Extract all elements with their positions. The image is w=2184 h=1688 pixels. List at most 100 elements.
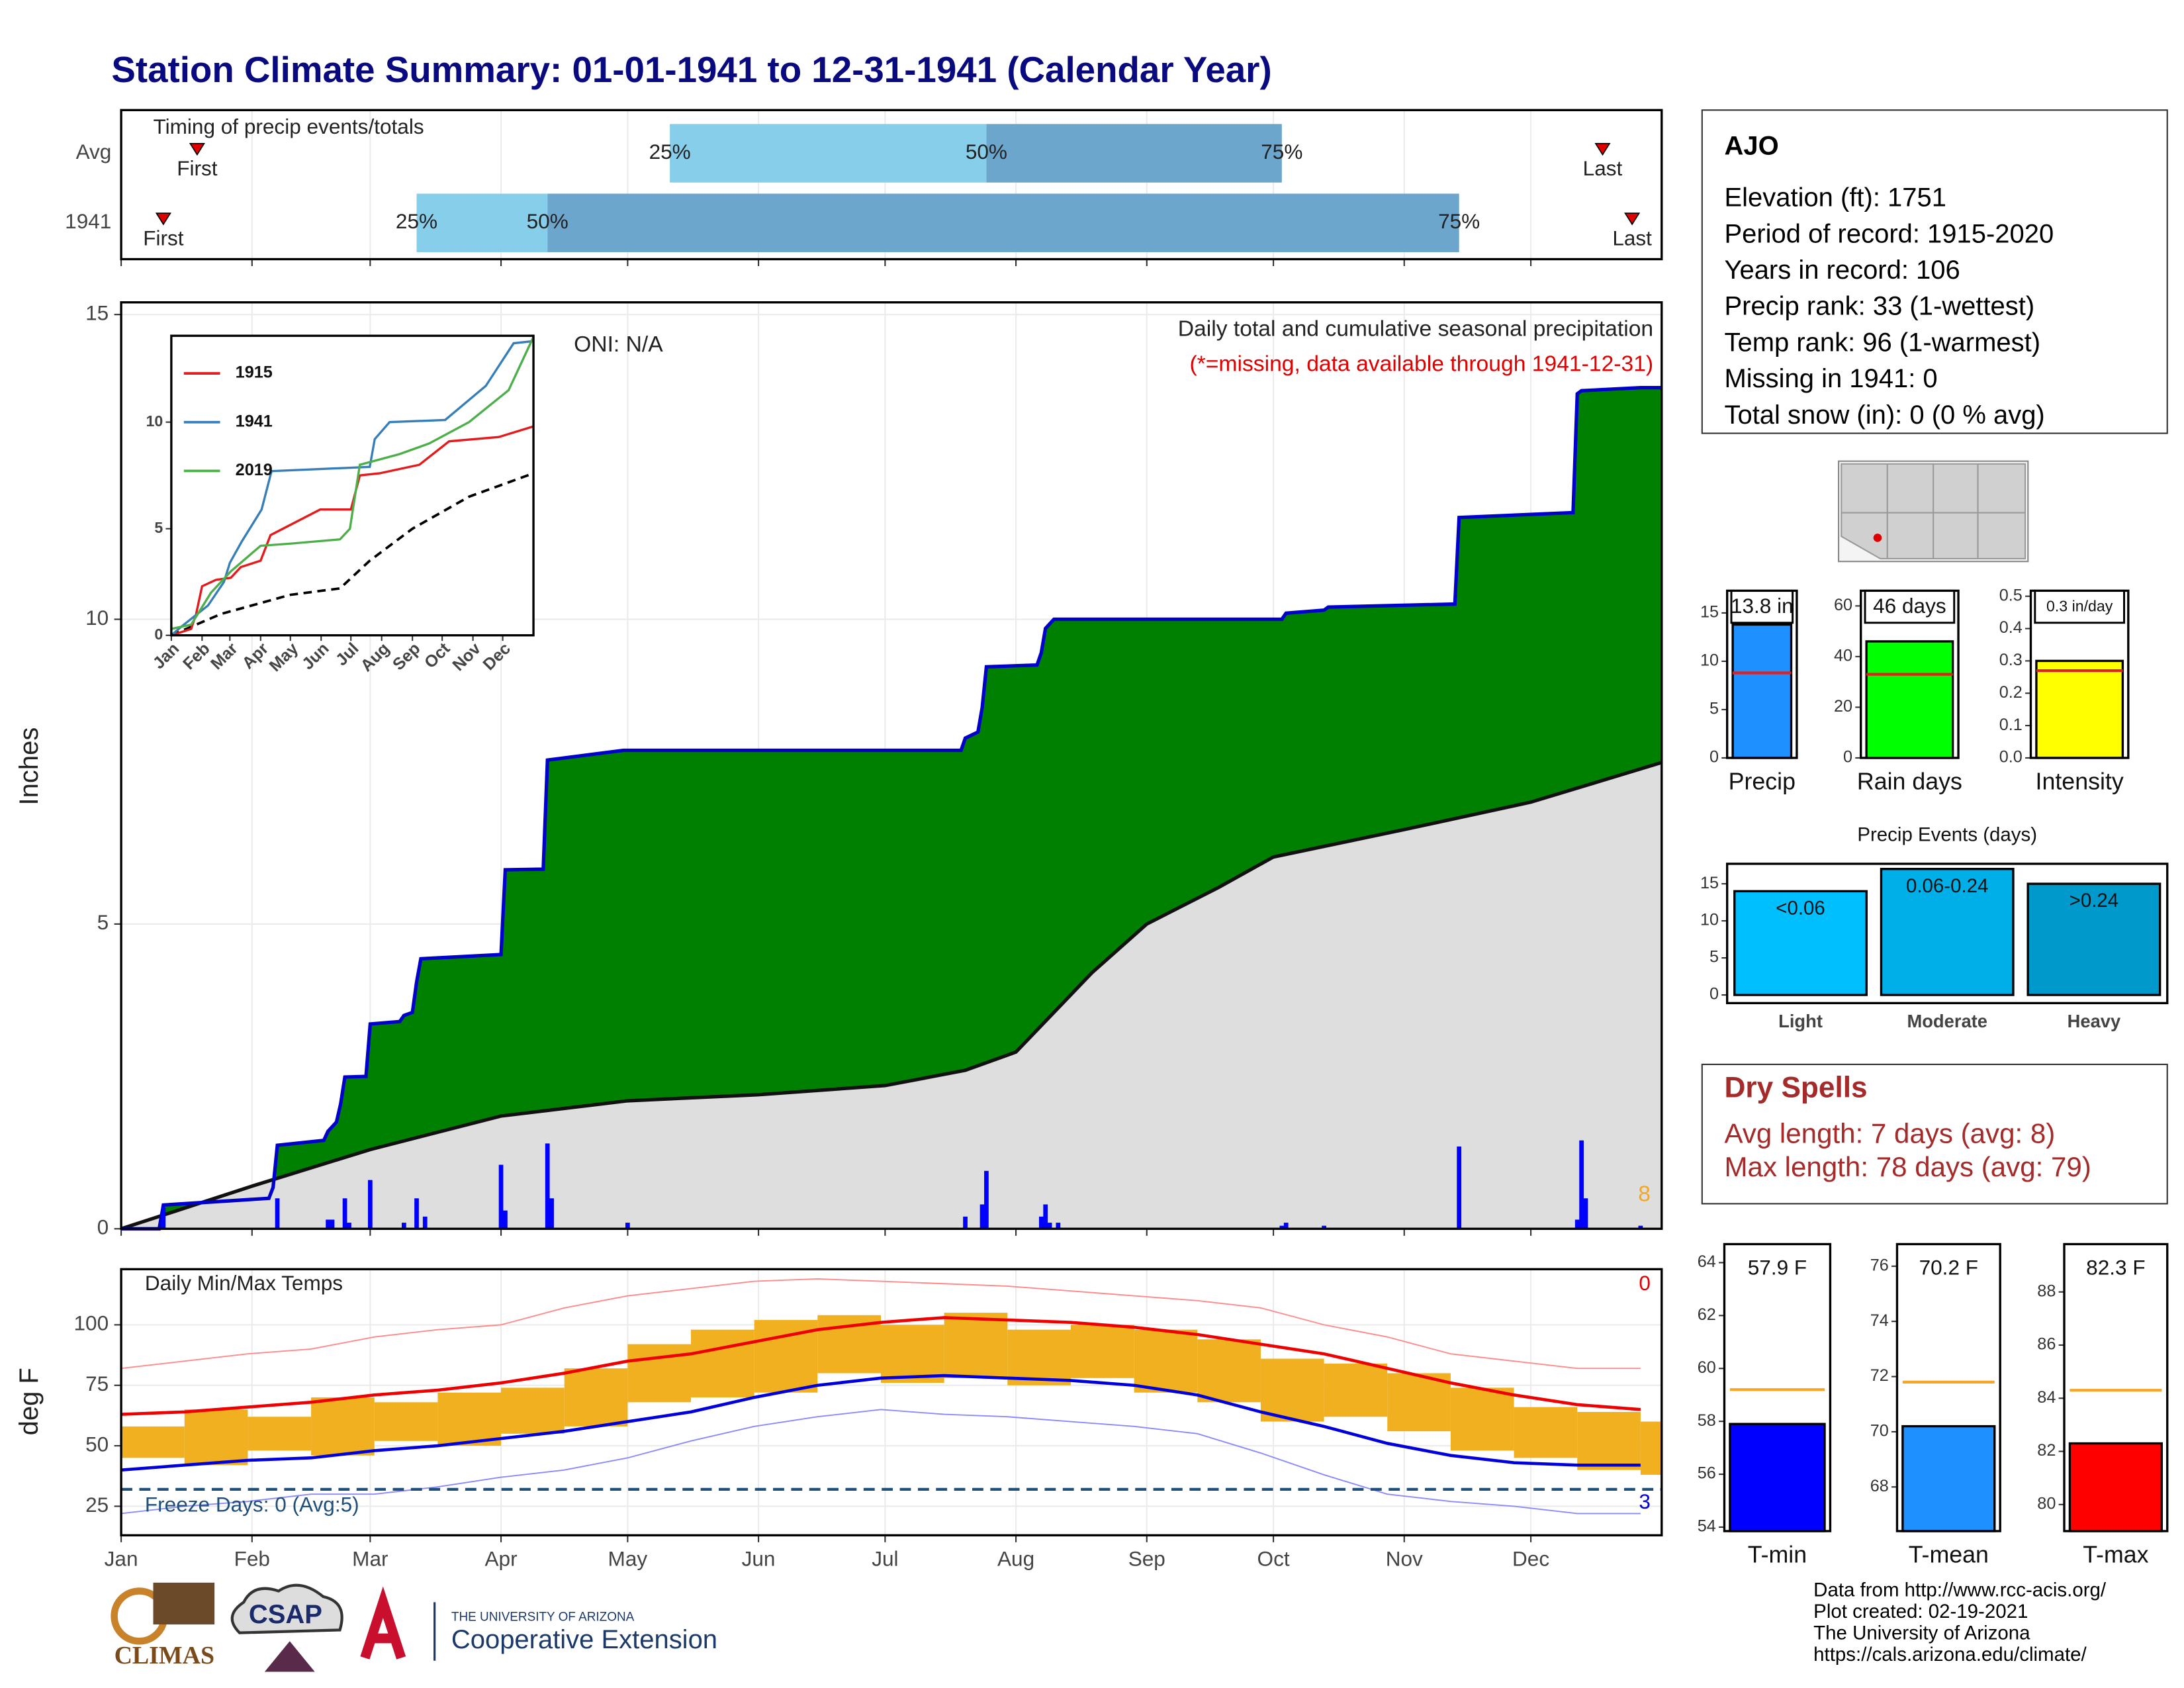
temp-range-bar: [691, 1329, 754, 1398]
x-tick-label: Dec: [1512, 1547, 1549, 1571]
logo-text: CLIMAS: [114, 1642, 215, 1669]
freeze-label: Freeze Days: 0 (Avg:5): [145, 1492, 359, 1516]
temp-range-bar: [1197, 1339, 1261, 1403]
inset-bg: [171, 336, 534, 635]
daily-bar: [1322, 1225, 1326, 1229]
quantile-label: 50%: [966, 140, 1007, 164]
y-tick-label: 15: [1700, 603, 1719, 622]
y-tick-label: 0.0: [1999, 748, 2023, 767]
quantile-label: 50%: [527, 209, 569, 233]
y-tick-label: 60: [1698, 1358, 1716, 1377]
footer-line: Plot created: 02-19-2021: [1813, 1601, 2028, 1622]
daily-bar: [498, 1164, 504, 1229]
record-max-line: [120, 1278, 1641, 1370]
event-marker: [1624, 212, 1641, 226]
x-tick-label: Jun: [742, 1547, 776, 1571]
corner-note: 3: [1639, 1489, 1651, 1513]
bar: [1733, 890, 1868, 996]
station-info: Years in record: 106: [1724, 256, 1960, 285]
bar: [1729, 1423, 1826, 1532]
temp-range-bar: [437, 1392, 502, 1446]
category-label: Avg: [76, 140, 112, 164]
record-min-line: [120, 1409, 1641, 1515]
dry-spells-info: Max length: 78 days (avg: 79): [1724, 1151, 2091, 1182]
logo-text: THE UNIVERSITY OF ARIZONA: [451, 1610, 635, 1624]
temp-range-bar: [1324, 1363, 1388, 1417]
footer-line: Data from http://www.rcc-acis.org/: [1813, 1579, 2107, 1601]
daily-bar: [503, 1210, 508, 1229]
y-tick-label: 25: [85, 1493, 109, 1517]
y-tick-label: 0: [1709, 985, 1719, 1004]
y-tick-label: 60: [1834, 596, 1852, 614]
plot-frame: [2063, 1243, 2169, 1532]
chart-subtitle: (*=missing, data available through 1941-…: [1189, 352, 1653, 376]
ua-logo: [360, 1586, 406, 1660]
value-label: 0.3 in/day: [2046, 598, 2113, 615]
bar: [2035, 659, 2124, 759]
y-tick-label: 0.4: [1999, 618, 2023, 637]
y-tick-label: 0.1: [1999, 716, 2023, 734]
temp-range-bar: [1260, 1358, 1324, 1422]
chart-title: Daily total and cumulative seasonal prec…: [1178, 317, 1653, 342]
legend-label: 1915: [236, 363, 273, 382]
temp-range-bar: [1387, 1373, 1451, 1432]
daily-bar: [545, 1143, 550, 1229]
value-label: 82.3 F: [2086, 1256, 2145, 1280]
marker-label: First: [177, 156, 218, 180]
temp-range-bar: [1577, 1411, 1641, 1470]
quantile-label: 25%: [396, 209, 437, 233]
footer-line: https://cals.arizona.edu/climate/: [1813, 1644, 2087, 1665]
daily-bar: [402, 1223, 406, 1229]
value-box: [1730, 589, 1794, 624]
normal-line: [120, 761, 1662, 1231]
temp-range-bar: [184, 1409, 248, 1466]
plot-frame: [1895, 1243, 2001, 1532]
bar: [1880, 868, 2015, 996]
y-tick-label: 64: [1698, 1252, 1716, 1271]
y-tick-label: 56: [1698, 1464, 1716, 1483]
marker-label: Last: [1612, 226, 1652, 250]
temp-range-bar: [374, 1402, 438, 1441]
y-tick-label: 75: [85, 1372, 109, 1395]
x-tick-label: Mar: [352, 1547, 388, 1571]
daily-bar: [963, 1216, 968, 1229]
plot-frame: [120, 301, 1663, 1230]
bar: [1901, 1425, 1996, 1532]
y-tick-label: 0.3: [1999, 651, 2023, 669]
daily-bar: [330, 1219, 335, 1229]
x-tick-label: Jul: [872, 1547, 898, 1571]
y-tick-label: 0.2: [1999, 683, 2023, 702]
daily-bar: [1583, 1198, 1588, 1229]
x-tick-label: Aug: [997, 1547, 1034, 1571]
station-info: Total snow (in): 0 (0 % avg): [1724, 400, 2044, 430]
daily-bar: [1056, 1223, 1061, 1229]
temp-range-bar: [627, 1344, 692, 1403]
y-tick-label: 72: [1870, 1366, 1889, 1385]
y-tick-label: 5: [97, 910, 109, 934]
bar: [1731, 623, 1793, 759]
x-tick-label: Sep: [1128, 1547, 1165, 1571]
category-label: Light: [1778, 1011, 1823, 1031]
y-tick-label: 40: [1834, 647, 1852, 665]
x-tick-label: Oct: [1257, 1547, 1290, 1571]
category-label: T-mean: [1909, 1541, 1989, 1568]
category-label: Precip: [1729, 768, 1796, 794]
x-tick-label: Nov: [1386, 1547, 1423, 1571]
annotation: ONI: N/A: [574, 332, 663, 357]
y-tick-label: 54: [1698, 1517, 1716, 1536]
quantile-label: 75%: [1261, 140, 1302, 164]
map-borders: [1841, 463, 2026, 559]
corner-note: 0: [1639, 1271, 1651, 1295]
event-marker: [1594, 142, 1611, 156]
plot-frame: [1726, 863, 2169, 1005]
bar: [2026, 882, 2161, 996]
y-tick-label: 0: [154, 626, 163, 643]
x-tick-label: Feb: [234, 1547, 270, 1571]
x-tick-label: May: [608, 1547, 648, 1571]
daily-bar: [414, 1198, 419, 1229]
station-info: Elevation (ft): 1751: [1724, 183, 1946, 212]
x-tick-label: Apr: [485, 1547, 518, 1571]
daily-bar: [326, 1219, 330, 1229]
station-name: AJO: [1724, 132, 1778, 161]
temp-range-bar: [944, 1313, 1008, 1378]
